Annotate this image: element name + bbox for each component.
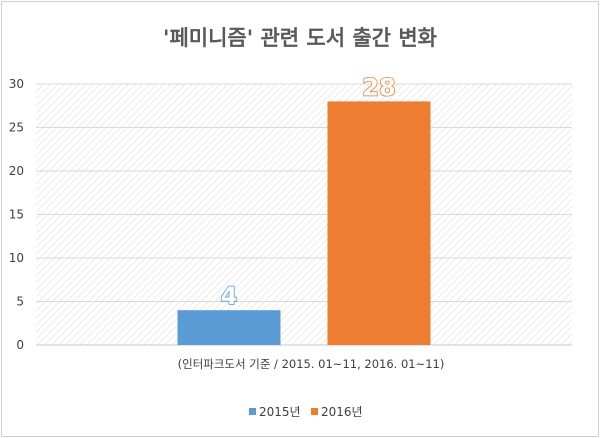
bars <box>177 101 431 346</box>
y-tick-label: 10 <box>9 251 24 265</box>
y-tick-label: 5 <box>16 295 24 309</box>
data-label: 28 <box>362 73 395 101</box>
legend: 2015년 2016년 <box>249 405 363 419</box>
x-axis-label: (인터파크도서 기준 / 2015. 01~11, 2016. 01~11) <box>178 357 445 371</box>
legend-label: 2015년 <box>259 405 301 419</box>
legend-swatch <box>249 408 256 415</box>
chart-title: '페미니즘' 관련 도서 출간 변화 <box>163 26 438 50</box>
data-labels: 4 28 <box>220 73 397 311</box>
legend-swatch <box>311 408 318 415</box>
bar-2015년 <box>177 310 281 345</box>
y-axis-ticks: 0 5 10 15 20 25 30 <box>9 77 24 352</box>
y-tick-label: 20 <box>9 164 24 178</box>
y-tick-label: 0 <box>16 338 24 352</box>
y-tick-label: 25 <box>9 121 24 135</box>
gridlines <box>36 83 572 346</box>
data-label: 4 <box>221 282 238 310</box>
y-tick-label: 30 <box>9 77 24 91</box>
bar-2016년 <box>327 101 431 346</box>
legend-label: 2016년 <box>321 405 363 419</box>
y-tick-label: 15 <box>9 208 24 222</box>
